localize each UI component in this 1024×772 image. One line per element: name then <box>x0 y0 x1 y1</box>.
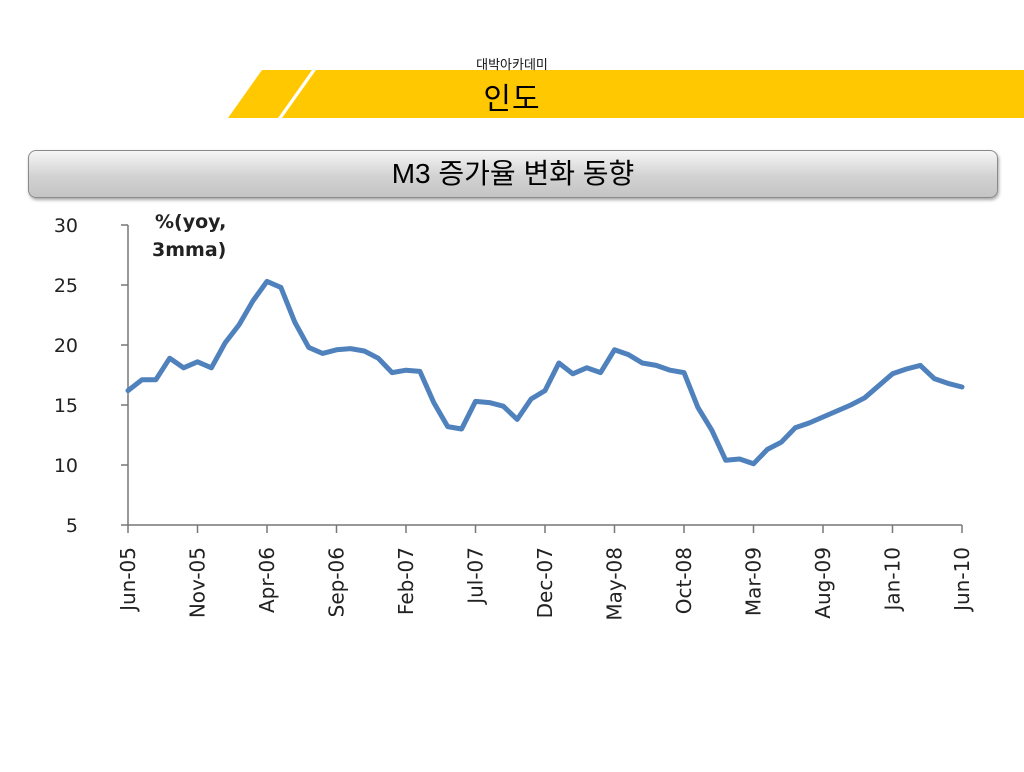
title-banner: 대박아카데미 인도 <box>0 0 1024 130</box>
x-tick-label: Jun-05 <box>116 547 140 613</box>
x-tick-label: Aug-09 <box>811 547 835 619</box>
banner-subtitle: 대박아카데미 <box>476 58 548 73</box>
y-tick-label: 20 <box>54 335 78 357</box>
chart-title-box: M3 증가율 변화 동향 <box>28 150 998 198</box>
y-tick-label: 15 <box>54 395 78 417</box>
x-tick-label: Dec-07 <box>533 547 557 618</box>
y-tick-label: 30 <box>54 215 78 237</box>
x-tick-label: Jan-10 <box>881 547 905 613</box>
x-tick-label: Jul-07 <box>464 547 488 606</box>
x-tick-label: Apr-06 <box>255 547 279 613</box>
banner-bar <box>282 70 1024 118</box>
unit-label-line2: 3mma) <box>152 239 226 261</box>
banner-graphic <box>228 70 1024 118</box>
banner-stripe-left <box>228 70 312 118</box>
x-tick-label: Mar-09 <box>742 547 766 616</box>
y-tick-label: 5 <box>66 515 78 537</box>
x-tick-label: Jun-10 <box>950 547 974 613</box>
series-line-m3 <box>125 278 965 467</box>
x-tick-label: Feb-07 <box>394 547 418 615</box>
unit-label-line1: %(yoy, <box>155 211 226 233</box>
x-tick-label: Oct-08 <box>672 547 696 614</box>
y-tick-label: 10 <box>54 455 78 477</box>
x-tick-label: Sep-06 <box>325 547 349 617</box>
x-tick-label: May-08 <box>603 547 627 621</box>
page-title: 인도 <box>483 82 541 117</box>
y-tick-label: 25 <box>54 275 78 297</box>
x-tick-label: Nov-05 <box>186 547 210 618</box>
